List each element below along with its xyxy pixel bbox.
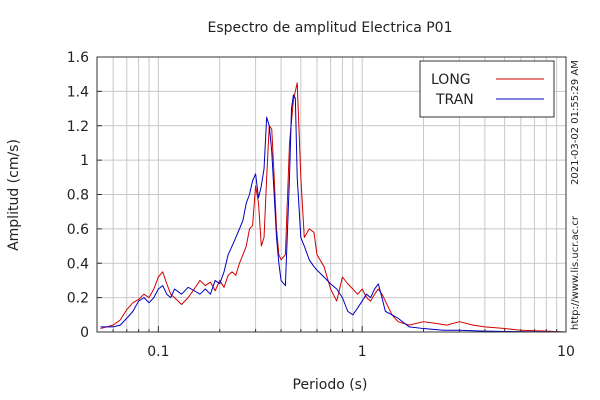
y-tick-label: 0.6 <box>67 222 89 238</box>
y-axis-label: Amplitud (cm/s) <box>6 139 22 251</box>
x-tick-label: 0.1 <box>147 344 169 360</box>
series-line-long <box>100 82 567 333</box>
x-tick-label: 10 <box>557 344 575 360</box>
y-tick-label: 0.2 <box>67 291 89 307</box>
x-axis-label: Periodo (s) <box>293 377 368 393</box>
y-tick-label: 1.6 <box>67 50 89 66</box>
legend: LONG TRAN <box>419 60 555 118</box>
y-tick-label: 0 <box>80 325 89 341</box>
y-tick-label: 1.4 <box>67 84 89 100</box>
tick-layer: 0 0.2 0.4 0.6 0.8 1 1.2 1.4 1.6 0.1 1 10 <box>67 50 575 360</box>
y-tick-label: 1 <box>80 153 89 169</box>
series-layer <box>100 82 567 333</box>
y-tick-label: 1.2 <box>67 119 89 135</box>
legend-box <box>419 60 555 118</box>
legend-label-long: LONG <box>431 72 471 88</box>
side-timestamp-text: 2021-03-02 01:55:29 AM <box>570 60 581 185</box>
y-tick-label: 0.4 <box>67 256 89 272</box>
x-tick-label: 1 <box>358 344 367 360</box>
legend-label-tran: TRAN <box>435 92 474 108</box>
series-line-tran <box>100 94 567 333</box>
side-url-text: http://www.lis.ucr.ac.cr <box>570 215 581 330</box>
y-tick-label: 0.8 <box>67 188 89 204</box>
chart-title: Espectro de amplitud Electrica P01 <box>208 20 453 36</box>
